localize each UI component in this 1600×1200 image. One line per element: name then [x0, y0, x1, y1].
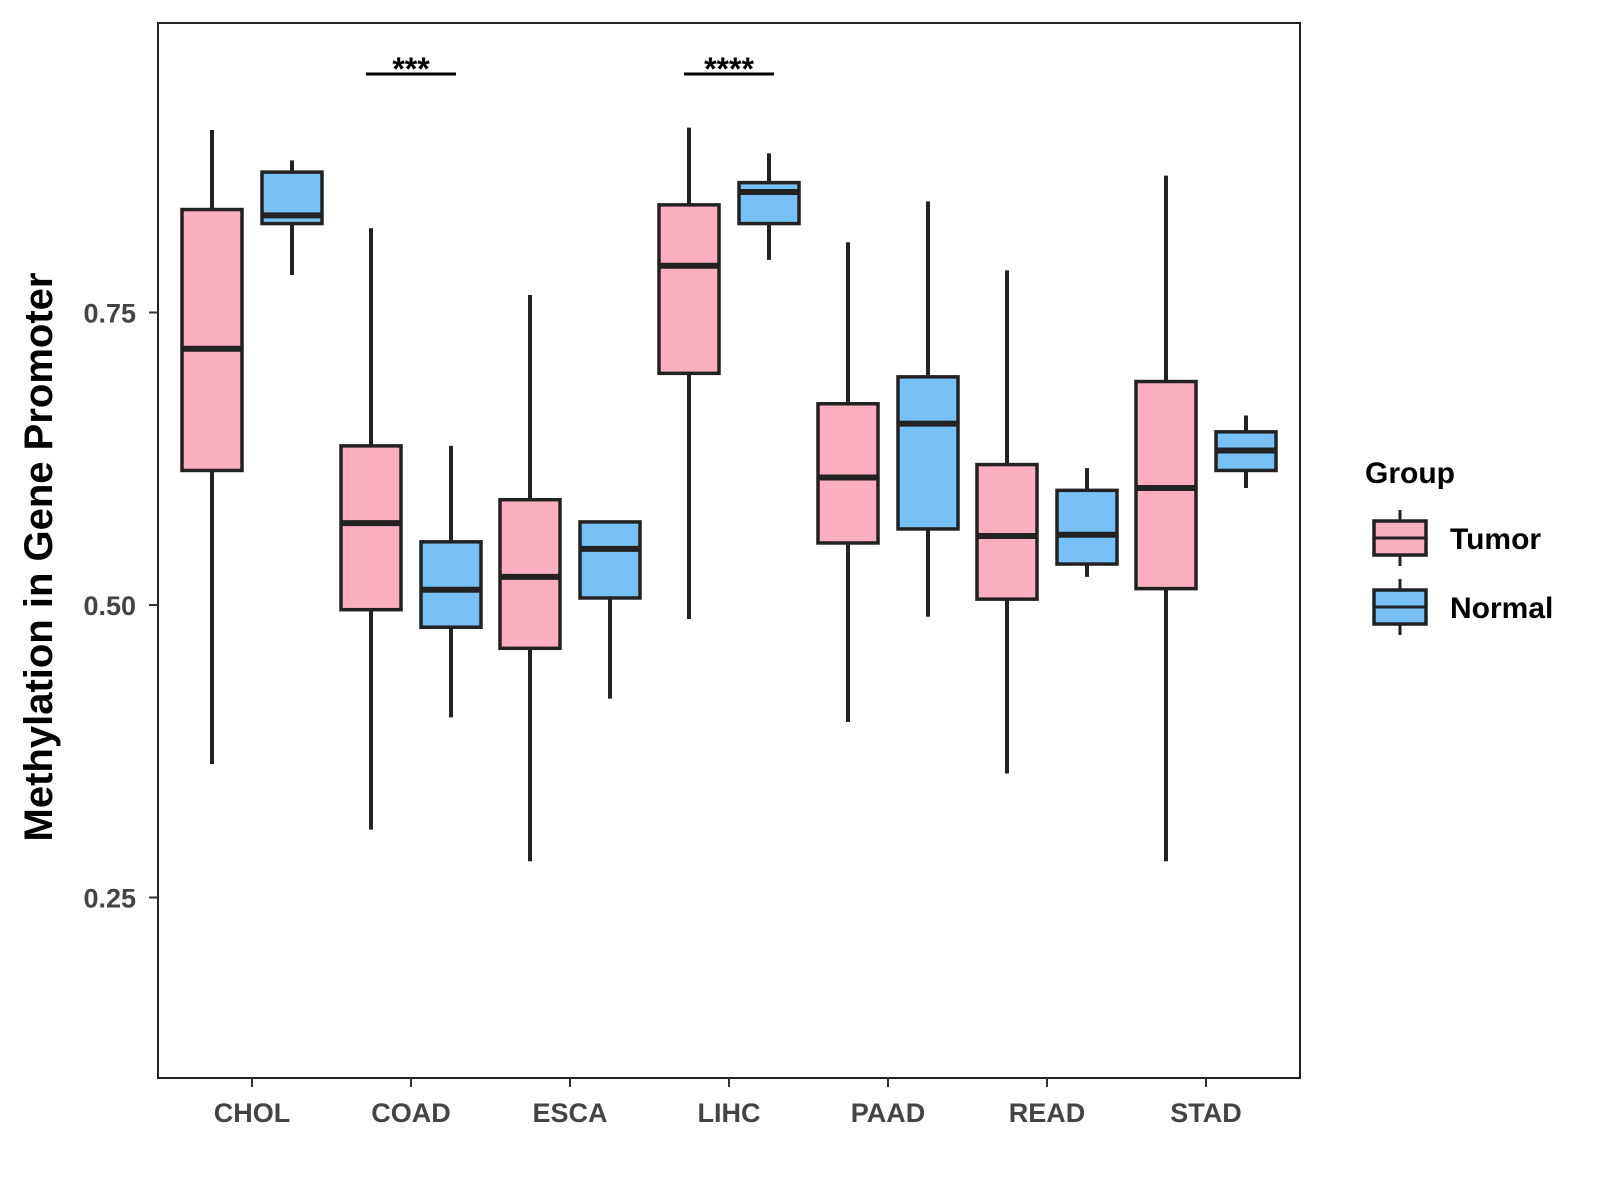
box-tumor-read — [975, 270, 1039, 774]
legend-item-normal: Normal — [1372, 579, 1553, 635]
box-body — [816, 402, 880, 545]
legend-label: Tumor — [1450, 523, 1541, 556]
box-normal-coad — [419, 445, 483, 718]
legend: Group Tumor Normal — [1365, 457, 1553, 635]
box-body — [578, 520, 642, 600]
box-body — [657, 203, 721, 376]
box-body — [975, 462, 1039, 601]
box-normal-stad — [1214, 415, 1278, 488]
significance-label: *** — [392, 51, 430, 87]
x-tick-label-lihc: LIHC — [698, 1098, 761, 1128]
x-tick-label-paad: PAAD — [851, 1098, 926, 1128]
y-tick-label: 0.75 — [83, 299, 136, 329]
box-tumor-coad — [339, 228, 403, 830]
y-axis-title: Methylation in Gene Promoter — [17, 273, 61, 842]
significance-coad: *** — [366, 51, 456, 87]
x-tick-label-esca: ESCA — [532, 1098, 607, 1128]
legend-title: Group — [1365, 457, 1455, 490]
y-tick-label: 0.25 — [83, 884, 136, 914]
box-tumor-stad — [1134, 175, 1198, 862]
box-tumor-lihc — [657, 127, 721, 620]
plot-panel-border — [157, 22, 1301, 1079]
box-normal-paad — [896, 201, 960, 617]
box-body — [339, 444, 403, 612]
y-tick-label: 0.50 — [83, 591, 136, 621]
box-tumor-esca — [498, 294, 562, 862]
box-body — [737, 180, 801, 226]
box-normal-lihc — [737, 153, 801, 260]
box-tumor-chol — [180, 129, 244, 765]
legend-label: Normal — [1450, 592, 1553, 625]
x-tick-label-coad: COAD — [371, 1098, 451, 1128]
box-normal-esca — [578, 520, 642, 699]
box-body — [419, 540, 483, 629]
box-body — [1055, 488, 1119, 566]
box-body — [180, 207, 244, 473]
box-normal-chol — [260, 160, 324, 276]
box-tumor-paad — [816, 242, 880, 722]
box-normal-read — [1055, 468, 1119, 577]
box-body — [896, 375, 960, 531]
significance-lihc: **** — [684, 51, 774, 87]
significance-label: **** — [704, 51, 754, 87]
x-tick-label-chol: CHOL — [214, 1098, 291, 1128]
x-tick-label-read: READ — [1009, 1098, 1086, 1128]
x-tick-label-stad: STAD — [1170, 1098, 1242, 1128]
legend-item-tumor: Tumor — [1372, 510, 1541, 566]
